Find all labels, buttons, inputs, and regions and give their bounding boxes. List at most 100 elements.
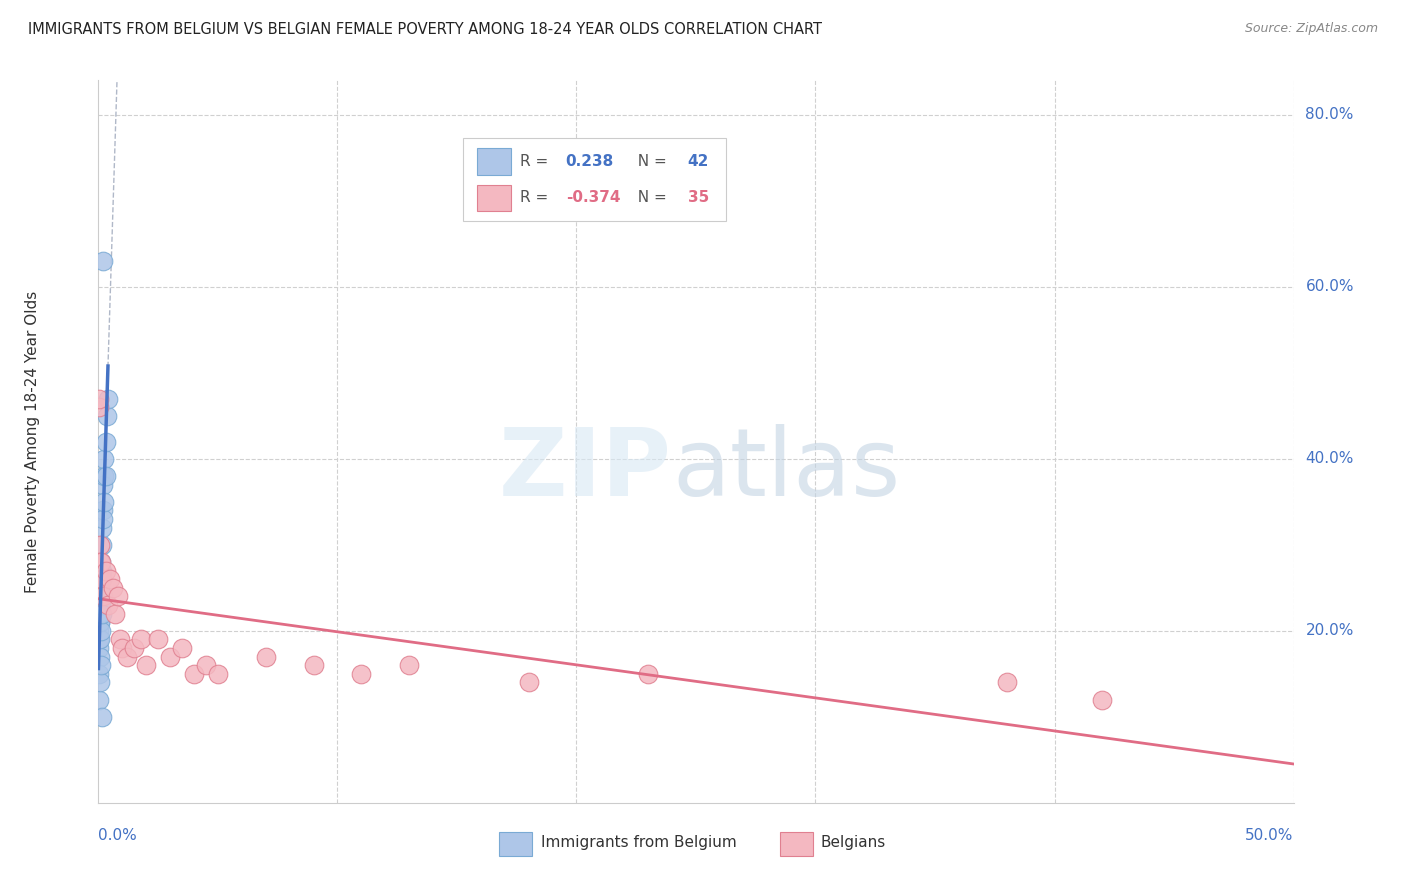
Point <box>89 392 111 406</box>
Point <box>89 590 111 604</box>
FancyBboxPatch shape <box>499 832 533 855</box>
Point <box>637 666 659 681</box>
Point <box>995 675 1018 690</box>
Text: 80.0%: 80.0% <box>1306 107 1354 122</box>
Point <box>89 400 111 414</box>
Point <box>87 640 110 655</box>
Point <box>91 538 114 552</box>
Point <box>89 666 111 681</box>
Point <box>89 572 111 586</box>
Point <box>91 477 114 491</box>
Point <box>89 692 111 706</box>
Point <box>91 710 114 724</box>
Text: -0.374: -0.374 <box>565 190 620 205</box>
Point <box>108 632 131 647</box>
Text: Immigrants from Belgium: Immigrants from Belgium <box>541 835 737 850</box>
Point <box>89 632 111 647</box>
Point <box>91 564 114 578</box>
Point <box>91 572 114 586</box>
Point <box>101 581 124 595</box>
Point <box>93 469 115 483</box>
Point <box>207 666 229 681</box>
Point <box>89 675 111 690</box>
Point <box>254 649 277 664</box>
Text: R =: R = <box>520 153 554 169</box>
Text: 35: 35 <box>688 190 709 205</box>
Text: Source: ZipAtlas.com: Source: ZipAtlas.com <box>1244 22 1378 36</box>
Point <box>89 607 111 621</box>
Point <box>91 590 114 604</box>
Point <box>94 469 117 483</box>
Point <box>89 581 111 595</box>
Point <box>89 598 111 612</box>
Point <box>94 434 117 449</box>
Text: 60.0%: 60.0% <box>1306 279 1354 294</box>
Text: Female Poverty Among 18-24 Year Olds: Female Poverty Among 18-24 Year Olds <box>25 291 41 592</box>
Point <box>90 607 112 621</box>
Text: IMMIGRANTS FROM BELGIUM VS BELGIAN FEMALE POVERTY AMONG 18-24 YEAR OLDS CORRELAT: IMMIGRANTS FROM BELGIUM VS BELGIAN FEMAL… <box>28 22 823 37</box>
Point <box>91 520 114 534</box>
Point <box>93 494 115 508</box>
Point <box>159 649 181 664</box>
Point <box>97 392 120 406</box>
Point <box>517 675 540 690</box>
Point <box>89 649 111 664</box>
Point <box>87 564 110 578</box>
Point <box>195 658 218 673</box>
Text: atlas: atlas <box>672 425 900 516</box>
Text: 40.0%: 40.0% <box>1306 451 1354 467</box>
Point <box>96 409 118 423</box>
Point <box>172 640 194 655</box>
Point <box>89 615 111 630</box>
Point <box>131 632 153 647</box>
Point <box>89 607 111 621</box>
Point <box>104 607 127 621</box>
Point <box>91 253 114 268</box>
FancyBboxPatch shape <box>779 832 813 855</box>
Point <box>91 503 114 517</box>
Point <box>90 572 112 586</box>
FancyBboxPatch shape <box>477 148 510 175</box>
Point <box>350 666 373 681</box>
Point <box>93 451 115 466</box>
Point <box>90 624 112 638</box>
Point <box>94 564 117 578</box>
Point <box>90 555 112 569</box>
Text: Belgians: Belgians <box>820 835 886 850</box>
Text: 20.0%: 20.0% <box>1306 624 1354 639</box>
Text: N =: N = <box>628 153 672 169</box>
Point <box>148 632 170 647</box>
Point <box>135 658 157 673</box>
Point <box>89 538 111 552</box>
Text: 0.0%: 0.0% <box>98 828 138 843</box>
Text: R =: R = <box>520 190 554 205</box>
Point <box>89 555 111 569</box>
Point <box>89 632 111 647</box>
Point <box>90 658 112 673</box>
Point <box>398 658 420 673</box>
Point <box>90 590 112 604</box>
Text: 42: 42 <box>688 153 709 169</box>
Point <box>89 615 111 630</box>
Point <box>90 564 112 578</box>
Point <box>90 590 112 604</box>
Point <box>89 624 111 638</box>
Point <box>107 590 129 604</box>
Point <box>97 598 120 612</box>
Point <box>111 640 134 655</box>
Text: ZIP: ZIP <box>499 425 672 516</box>
Text: N =: N = <box>628 190 672 205</box>
FancyBboxPatch shape <box>477 185 510 211</box>
Point <box>90 598 112 612</box>
Point <box>183 666 205 681</box>
Text: 50.0%: 50.0% <box>1246 828 1294 843</box>
Point <box>91 512 114 526</box>
Point <box>98 572 122 586</box>
Point <box>90 555 112 569</box>
FancyBboxPatch shape <box>463 138 725 221</box>
Point <box>1091 692 1114 706</box>
Point <box>89 572 111 586</box>
Point <box>89 581 111 595</box>
Point <box>124 640 146 655</box>
Point <box>302 658 325 673</box>
